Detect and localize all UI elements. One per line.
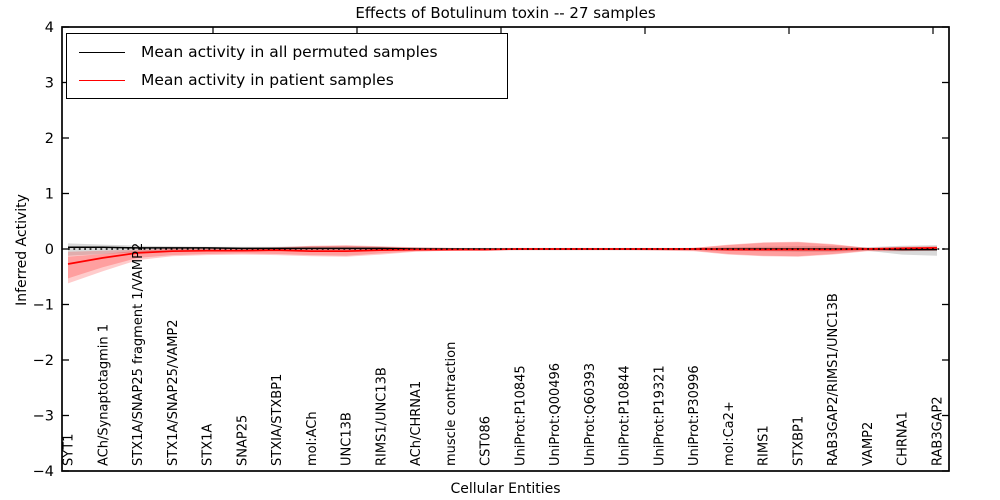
y-tick-label: −2 xyxy=(33,353,54,369)
x-tick-label: RIMS1/UNC13B xyxy=(374,367,389,466)
x-tick-label: SYT1 xyxy=(62,434,77,466)
x-tick-label: muscle contraction xyxy=(444,342,459,466)
legend: Mean activity in all permuted samples Me… xyxy=(66,33,508,99)
x-tick-label: UniProt:P10844 xyxy=(618,365,633,466)
x-tick-label: mol:Ca2+ xyxy=(722,401,737,466)
y-tick-label: 2 xyxy=(45,131,54,147)
y-tick-label: −1 xyxy=(33,298,54,314)
x-tick-label: STXIA/STXBP1 xyxy=(270,374,285,466)
y-tick-label: −4 xyxy=(33,464,54,480)
legend-label: Mean activity in patient samples xyxy=(141,71,394,89)
y-tick-label: 3 xyxy=(45,76,54,92)
x-tick-label: UniProt:Q00496 xyxy=(548,363,563,466)
x-tick-label: STX1A xyxy=(201,424,216,466)
legend-label: Mean activity in all permuted samples xyxy=(141,43,438,61)
y-tick-label: 4 xyxy=(45,20,54,36)
x-tick-label: ACh/Synaptotagmin 1 xyxy=(96,324,111,466)
x-tick-label: UniProt:P19321 xyxy=(652,365,667,466)
x-tick-label: CST086 xyxy=(479,416,494,466)
x-tick-label: STX1A/SNAP25 fragment 1/VAMP2 xyxy=(131,243,146,466)
x-tick-label: RAB3GAP2/RIMS1/UNC13B xyxy=(826,293,841,466)
y-tick-label: −3 xyxy=(33,409,54,425)
x-tick-label: UniProt:P10845 xyxy=(513,365,528,466)
x-tick-label: SNAP25 xyxy=(235,415,250,466)
x-tick-label: STXBP1 xyxy=(791,416,806,466)
x-tick-label: UniProt:P30996 xyxy=(687,365,702,466)
x-tick-label: RIMS1 xyxy=(757,425,772,466)
x-tick-label: STX1A/SNAP25/VAMP2 xyxy=(166,319,181,466)
y-tick-label: 1 xyxy=(45,187,54,203)
legend-entry-permuted: Mean activity in all permuted samples xyxy=(67,38,507,66)
legend-entry-patient: Mean activity in patient samples xyxy=(67,66,507,94)
black-line-sample-icon xyxy=(79,51,125,53)
band-patient-range-outer xyxy=(68,241,937,284)
y-axis-label: Inferred Activity xyxy=(14,194,30,306)
chart-title: Effects of Botulinum toxin -- 27 samples xyxy=(355,4,656,22)
x-tick-label: RAB3GAP2 xyxy=(931,396,946,466)
x-tick-label: mol:ACh xyxy=(305,411,320,466)
x-tick-label: ACh/CHRNA1 xyxy=(409,381,424,466)
red-line-sample-icon xyxy=(79,79,125,81)
x-tick-label: UNC13B xyxy=(340,412,355,466)
y-tick-label: 0 xyxy=(45,242,54,258)
band-patient-range-inner xyxy=(68,242,937,279)
x-tick-label: UniProt:Q60393 xyxy=(583,363,598,466)
x-tick-label: CHRNA1 xyxy=(896,411,911,466)
x-tick-label: VAMP2 xyxy=(861,422,876,466)
x-axis-label: Cellular Entities xyxy=(450,481,561,497)
